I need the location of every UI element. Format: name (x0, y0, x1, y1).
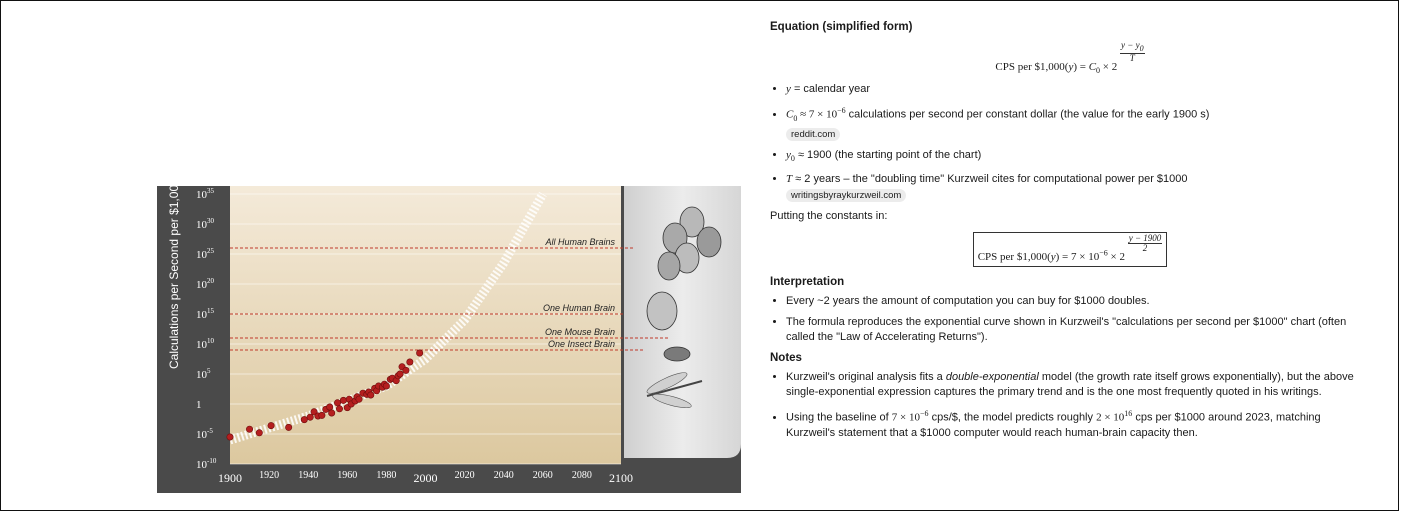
data-point (334, 399, 342, 407)
x-tick-label: 1920 (259, 470, 279, 481)
data-point (382, 382, 390, 390)
interpretation-heading: Interpretation (770, 276, 845, 289)
equation-heading: Equation (simplified form) (770, 21, 913, 33)
list-item: C0 ≈ 7 × 10−6 calculations per second pe… (786, 103, 1370, 142)
data-point (285, 423, 293, 431)
equation-constants: CPS per $1,000(y) = 7 × 10−6 × 2 y − 190… (972, 232, 1168, 268)
data-point (416, 349, 424, 357)
data-point (339, 396, 347, 404)
list-item: Using the baseline of 7 × 10−6 cps/$, th… (786, 406, 1370, 441)
data-point (226, 433, 234, 441)
equation-simplified: CPS per $1,000(y) = C0 × 2 y − y0 T (995, 40, 1145, 75)
x-tick-label: 2040 (494, 470, 514, 481)
answer-text-panel: Equation (simplified form) CPS per $1,00… (770, 20, 1370, 447)
data-point (396, 370, 404, 378)
variable-list: y = calendar year C0 ≈ 7 × 10−6 calculat… (770, 82, 1370, 203)
dragonfly-wing (652, 393, 692, 409)
data-point (406, 358, 414, 366)
list-item: y0 ≈ 1900 (the starting point of the cha… (786, 148, 1370, 166)
x-tick-label: 1980 (376, 470, 396, 481)
citation-pill-reddit[interactable]: reddit.com (786, 127, 841, 141)
data-point (402, 366, 410, 374)
x-tick-label: 1940 (298, 470, 318, 481)
y-tick-label: 1035 (196, 187, 215, 201)
kurzweil-chart: All Human Brains One Human Brain One Mouse… (157, 186, 741, 493)
data-point (318, 411, 326, 419)
y-tick-label: 1025 (196, 247, 215, 261)
data-point (328, 409, 336, 417)
putting-constants-text: Putting the constants in: (770, 210, 888, 223)
y-tick-label: 1030 (196, 217, 215, 231)
human-head-illustration (657, 251, 681, 281)
human-brain-head-illustration (646, 291, 678, 331)
list-item: Kurzweil's original analysis fits a doub… (786, 370, 1370, 400)
reference-label: One Insect Brain (548, 339, 615, 349)
data-point (367, 391, 375, 399)
notes-list: Kurzweil's original analysis fits a doub… (770, 370, 1370, 441)
data-point (255, 429, 263, 437)
reference-label: All Human Brains (544, 237, 615, 247)
data-point (267, 422, 275, 430)
exponent-fraction: y − y0 T (1120, 40, 1145, 63)
human-head-illustration (679, 206, 705, 238)
x-tick-label: 2020 (455, 470, 475, 481)
citation-pill-kurzweil[interactable]: writingsbyraykurzweil.com (786, 189, 907, 203)
y-tick-label: 1010 (196, 337, 215, 351)
y-tick-label: 1 (196, 399, 202, 411)
x-tick-label: 2080 (572, 470, 592, 481)
list-item: Every ~2 years the amount of computation… (786, 294, 1370, 309)
reference-label: One Human Brain (543, 303, 615, 313)
data-point (306, 413, 314, 421)
interpretation-list: Every ~2 years the amount of computation… (770, 294, 1370, 345)
list-item: y = calendar year (786, 82, 1370, 97)
human-head-illustration (696, 226, 722, 258)
data-point (246, 425, 254, 433)
list-item: T ≈ 2 years – the "doubling time" Kurzwe… (786, 172, 1370, 203)
data-point (355, 395, 363, 403)
y-tick-label: 1015 (196, 307, 215, 321)
y-tick-label: 10-10 (196, 457, 217, 471)
data-point (300, 416, 308, 424)
y-axis-title: Calculations per Second per $1,000 (167, 186, 181, 369)
notes-heading: Notes (770, 352, 802, 365)
x-tick-label: 2060 (533, 470, 553, 481)
dragonfly-illustration (646, 380, 703, 397)
x-tick-label: 1960 (337, 470, 357, 481)
mouse-illustration (663, 346, 691, 362)
data-point (326, 403, 334, 411)
x-tick-label: 2100 (609, 471, 633, 485)
x-tick-label: 1900 (218, 471, 242, 485)
reference-label: One Mouse Brain (545, 327, 615, 337)
y-tick-label: 105 (196, 367, 211, 381)
chart-svg: All Human Brains One Human Brain One Mouse… (167, 186, 741, 485)
exponent-fraction: y − 1900 2 (1127, 233, 1163, 254)
dragonfly-wing (646, 372, 688, 394)
data-point (335, 405, 343, 413)
list-item: The formula reproduces the exponential c… (786, 315, 1370, 345)
y-tick-label: 1020 (196, 277, 215, 291)
x-tick-label: 2000 (414, 471, 438, 485)
y-tick-label: 10-5 (196, 427, 213, 441)
